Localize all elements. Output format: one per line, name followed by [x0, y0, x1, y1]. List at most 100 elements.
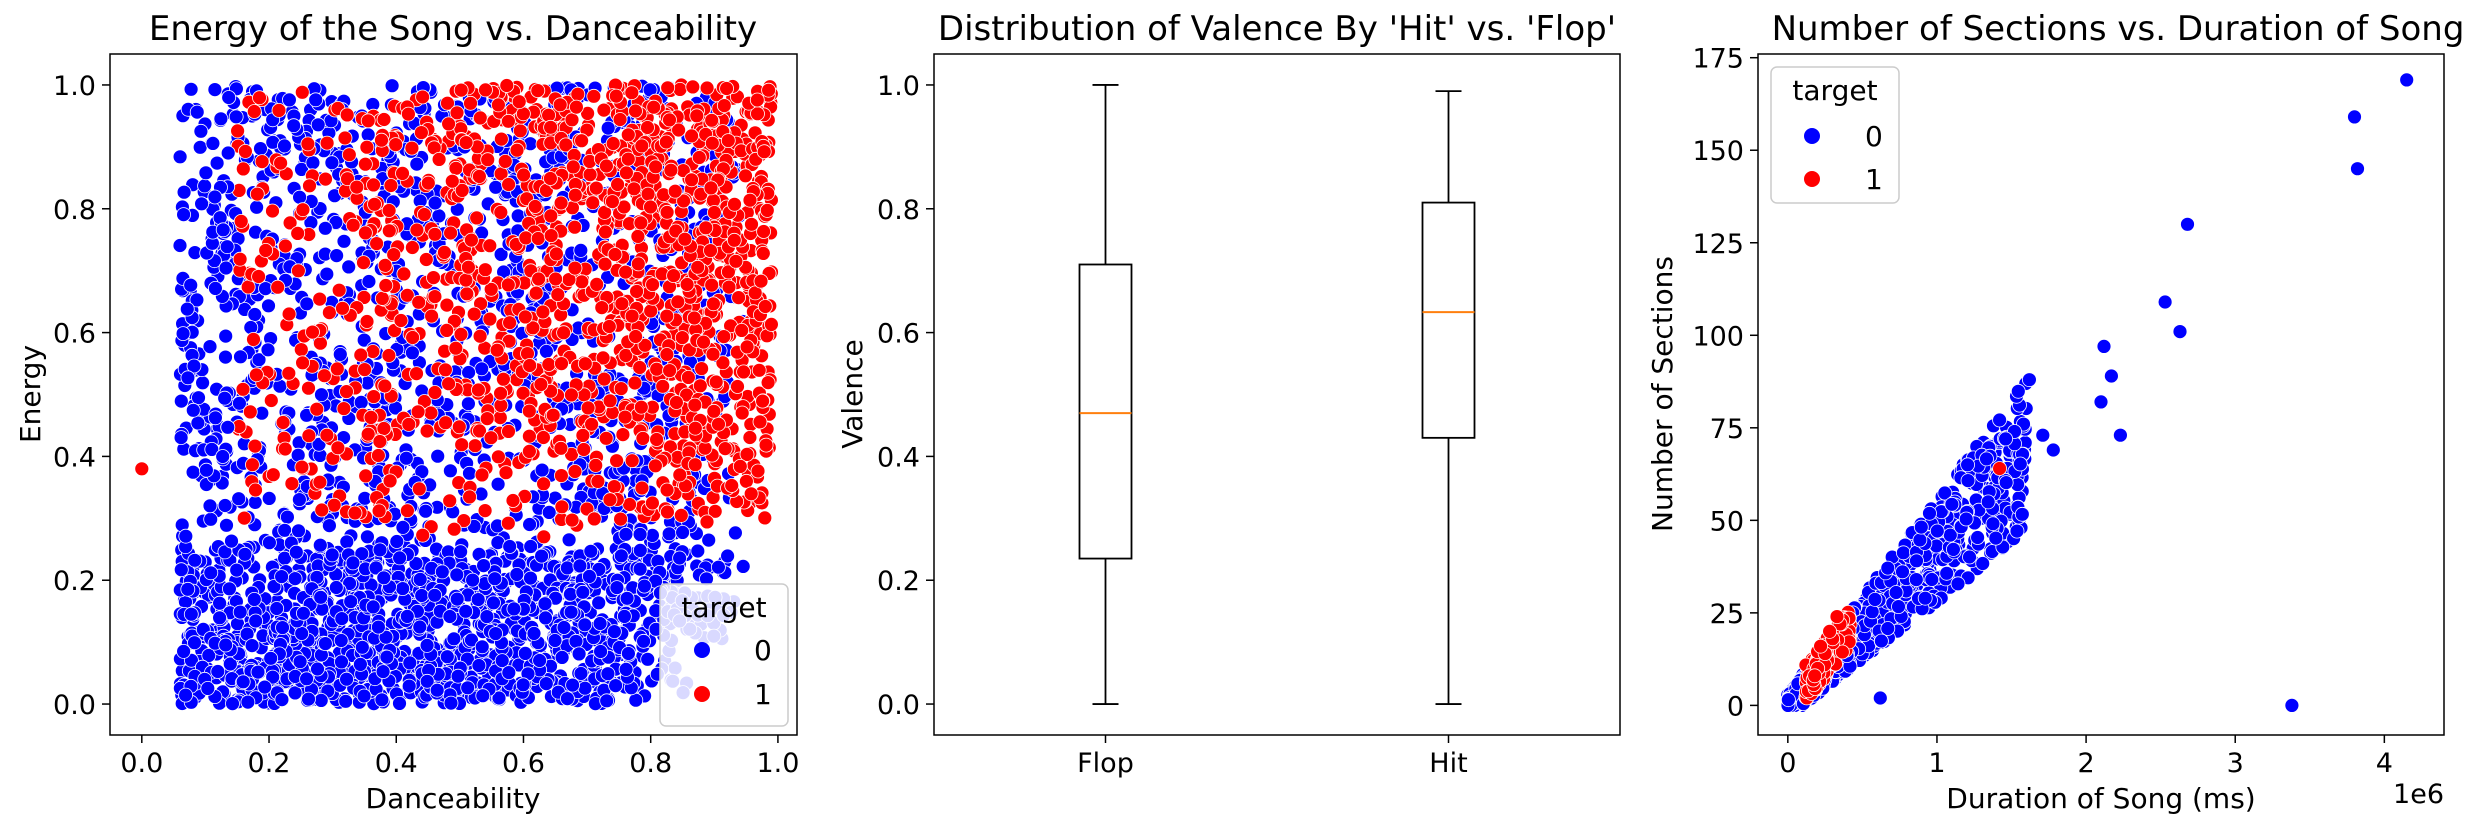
- point-target-1: [648, 159, 663, 175]
- point-target-1: [246, 104, 262, 119]
- legend-title: target: [681, 591, 766, 624]
- point-target-1: [347, 505, 363, 521]
- point-target-1: [242, 404, 258, 420]
- point-target-1: [564, 112, 580, 128]
- point-target-0: [244, 638, 260, 653]
- point-target-0: [632, 543, 648, 558]
- point-target-1: [757, 510, 773, 526]
- point-target-0: [1980, 494, 1996, 510]
- point-target-1: [620, 127, 636, 143]
- point-target-0: [263, 650, 279, 666]
- point-target-0: [384, 78, 400, 94]
- point-target-0: [324, 155, 340, 171]
- point-target-1: [543, 208, 559, 224]
- point-target-1: [499, 78, 515, 93]
- point-target-1: [474, 467, 490, 483]
- point-target-0: [247, 307, 263, 322]
- point-target-1: [624, 308, 640, 324]
- point-target-1: [738, 168, 753, 184]
- point-target-1: [393, 313, 409, 328]
- point-target-0: [359, 529, 375, 545]
- point-target-0: [560, 691, 575, 706]
- point-target-0: [561, 532, 577, 548]
- point-target-1: [533, 376, 549, 392]
- point-target-0: [261, 298, 276, 314]
- point-target-0: [258, 281, 273, 297]
- x-tick-label: Hit: [1429, 748, 1467, 779]
- point-target-1: [442, 493, 458, 509]
- point-target-1: [409, 366, 424, 382]
- point-target-1: [372, 434, 388, 449]
- point-target-1: [284, 476, 300, 492]
- y-tick-label: 0.0: [53, 690, 96, 721]
- point-target-0: [314, 387, 329, 403]
- point-target-1: [660, 80, 676, 96]
- point-target-1: [536, 529, 552, 545]
- point-target-1: [505, 493, 521, 508]
- x-tick-label: 0.0: [120, 748, 163, 779]
- point-target-0: [218, 328, 234, 344]
- point-target-1: [321, 305, 337, 321]
- point-target-0: [341, 259, 357, 275]
- point-target-1: [684, 128, 699, 144]
- point-target-0: [522, 517, 537, 532]
- sections-duration-panel: Number of Sections vs. Duration of Song …: [1646, 9, 2464, 815]
- point-target-0: [310, 661, 325, 677]
- point-target-1: [755, 393, 770, 409]
- point-target-0: [539, 343, 554, 359]
- point-target-1: [588, 180, 604, 196]
- point-target-1: [617, 409, 633, 425]
- point-target-0: [431, 208, 447, 224]
- point-target-0: [1985, 516, 2001, 532]
- point-target-0: [442, 463, 458, 479]
- point-target-1: [541, 357, 557, 372]
- point-target-0: [476, 558, 492, 573]
- point-target-0: [661, 526, 677, 542]
- point-target-1: [366, 177, 381, 193]
- point-target-1: [589, 276, 605, 292]
- point-target-1: [760, 375, 776, 391]
- point-target-0: [1922, 505, 1937, 521]
- point-target-1: [294, 459, 310, 475]
- point-target-0: [404, 345, 420, 361]
- point-target-1: [685, 79, 701, 95]
- point-target-0: [253, 141, 268, 157]
- point-target-1: [460, 259, 476, 275]
- point-target-1: [500, 515, 516, 531]
- point-target-0: [221, 581, 237, 597]
- point-target-1: [363, 409, 379, 425]
- point-target-0: [220, 419, 236, 435]
- point-target-1: [659, 347, 675, 362]
- point-target-0: [319, 266, 335, 282]
- y-axis-label: Valence: [836, 339, 869, 449]
- point-target-1: [610, 177, 625, 192]
- point-target-0: [183, 606, 199, 622]
- point-target-0: [180, 581, 196, 597]
- point-target-0: [607, 624, 622, 639]
- point-target-1: [301, 380, 316, 396]
- point-target-1: [567, 260, 583, 276]
- point-target-1: [517, 309, 533, 325]
- point-target-1: [607, 247, 623, 262]
- point-target-0: [332, 346, 348, 362]
- point-target-1: [687, 420, 703, 436]
- point-target-0: [317, 220, 333, 236]
- point-target-0: [354, 639, 370, 655]
- point-target-1: [477, 262, 493, 278]
- point-target-0: [291, 523, 306, 539]
- point-target-0: [593, 644, 608, 659]
- point-target-0: [573, 242, 589, 258]
- point-target-1: [443, 225, 459, 241]
- point-target-1: [374, 290, 390, 306]
- point-target-0: [563, 604, 579, 620]
- point-target-1: [645, 495, 660, 511]
- point-target-0: [294, 626, 310, 641]
- point-outlier: [134, 461, 150, 477]
- point-target-1: [716, 329, 732, 345]
- point-target-0: [228, 109, 244, 125]
- point-target-0: [449, 567, 465, 583]
- point-target-1: [663, 162, 679, 178]
- point-target-0: [345, 555, 361, 571]
- point-target-0: [292, 654, 308, 670]
- point-target-0: [568, 633, 584, 649]
